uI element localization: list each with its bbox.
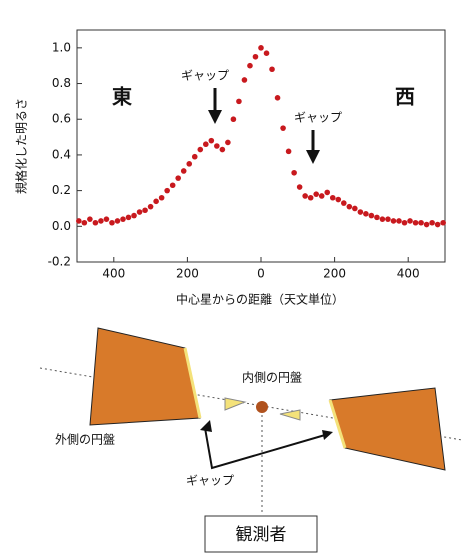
data-point [308,195,314,201]
y-tick-label: 0.0 [52,219,71,233]
data-point [126,215,132,221]
data-point [313,191,319,197]
data-point [335,197,341,203]
data-point [275,95,281,101]
data-point [115,218,121,224]
data-point [297,184,303,190]
figure: 規格化した明るさ 中心星からの距離（天文単位） 東 西 ギャップ ギャップ 内側… [0,0,465,558]
data-point [220,147,226,153]
data-point [148,204,154,210]
data-point [98,218,104,224]
data-point [131,213,137,219]
annotation: 西 [395,85,415,109]
data-point [214,143,220,149]
annotation: ギャップ [181,69,229,83]
data-point [374,215,380,221]
y-tick-label: 0.6 [52,112,71,126]
y-tick-label: 0.4 [52,147,71,161]
diagram-label: 観測者 [236,525,287,545]
data-point [109,220,115,226]
data-point [203,141,209,147]
data-point [363,211,369,217]
data-point [330,195,336,201]
x-tick-label: 400 [397,267,420,281]
diagram-label: 内側の円盤 [242,371,302,385]
data-point [358,209,364,215]
annotation: 東 [112,85,132,109]
data-point [391,218,397,224]
data-point [137,209,143,215]
diagram-label: 外側の円盤 [55,433,115,447]
x-tick-label: 200 [323,267,346,281]
data-point [269,66,275,72]
data-point [164,188,170,194]
data-point [341,200,347,206]
data-point [104,216,110,222]
data-point [159,195,165,201]
data-point [396,218,402,224]
data-point [435,222,441,228]
data-point [369,213,375,219]
plot-frame [77,30,445,262]
y-tick-label: -0.2 [48,255,71,269]
x-tick-label: 400 [102,267,125,281]
arrows [208,88,320,164]
data-point [319,193,325,199]
y-tick-label: 0.2 [52,183,71,197]
data-point [380,216,386,222]
data-point [181,168,187,174]
data-point [93,220,99,226]
data-point [247,63,253,69]
data-point [352,206,358,212]
data-point [407,218,413,224]
y-tick-label: 1.0 [52,40,71,54]
data-point [153,199,159,205]
data-point [413,220,419,226]
data-point [302,193,308,199]
x-axis-label: 中心星からの距離（天文単位） [176,292,344,307]
annotation: ギャップ [294,111,342,125]
data-point [264,50,270,56]
data-point [402,220,408,226]
data-point [429,220,435,226]
data-point [209,138,215,144]
data-point [192,154,198,160]
data-point [186,161,192,167]
data-point [440,220,446,226]
data-point [280,125,286,131]
data-point [197,147,203,153]
y-tick-label: 0.8 [52,76,71,90]
data-point [231,116,237,122]
data-point [87,216,93,222]
data-point [120,216,126,222]
data-point [225,140,231,146]
data-point [76,218,82,224]
data-point [424,222,430,228]
data-point [347,204,353,210]
data-point [253,54,259,60]
data-point [258,45,264,51]
data-point [170,182,176,188]
data-point [291,170,297,176]
x-tick-label: 0 [257,267,265,281]
data-point [236,99,242,105]
data-point [242,77,248,83]
data-point [142,207,148,213]
x-tick-label: 200 [176,267,199,281]
data-point [385,216,391,222]
data-point [82,220,88,226]
y-axis-label: 規格化した明るさ [14,98,29,194]
data-point [324,190,330,196]
diagram-label: ギャップ [186,474,234,488]
data-point [286,149,292,155]
data-point [418,220,424,226]
data-point [175,175,181,181]
